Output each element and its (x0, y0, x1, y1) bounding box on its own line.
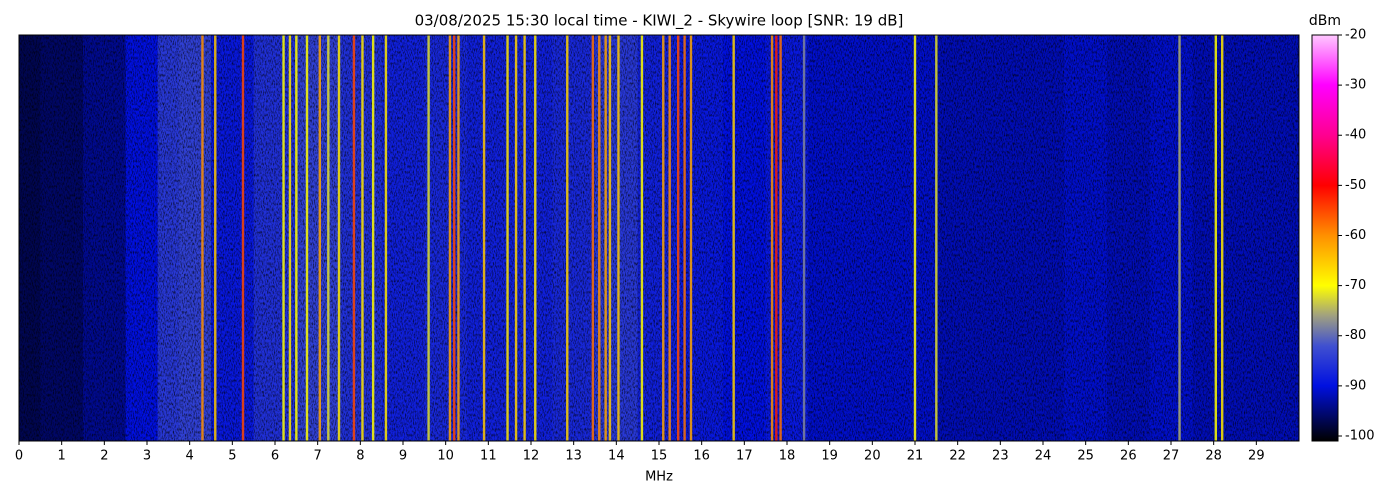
x-tick-label: 9 (399, 449, 407, 464)
x-tick-label: 17 (736, 449, 753, 464)
signal-line (201, 35, 204, 441)
x-tick-label: 16 (693, 449, 710, 464)
signal-line (523, 35, 526, 441)
x-tick-label: 13 (565, 449, 582, 464)
signal-line (448, 35, 452, 441)
signals (201, 35, 1224, 441)
colorbar-tick-label: -90 (1345, 378, 1366, 393)
colorbar-tick-label: -30 (1345, 78, 1366, 93)
x-tick-label: 24 (1035, 449, 1052, 464)
x-tick-label: 5 (228, 449, 236, 464)
x-tick-label: 25 (1077, 449, 1094, 464)
signal-line (608, 35, 612, 441)
signal-line (361, 35, 364, 441)
signal-line (241, 35, 245, 441)
x-tick-label: 26 (1120, 449, 1137, 464)
signal-line (779, 35, 782, 441)
axes: 0 1 2 3 4 5 6 7 8 9 10 11 12 13 14 15 16 17 18 19 20 21 22 23 24… (15, 28, 1375, 464)
signal-line (514, 35, 518, 441)
x-tick-label: 14 (608, 449, 625, 464)
signal-line (677, 35, 680, 441)
signal-line (591, 35, 595, 441)
signal-line (288, 35, 292, 441)
signal-line (683, 35, 686, 441)
signal-line (295, 35, 298, 441)
signal-line (327, 35, 330, 441)
x-tick-label: 7 (314, 449, 322, 464)
colorbar-tick-label: -40 (1345, 128, 1366, 143)
signal-line (935, 35, 938, 441)
signal-line (662, 35, 665, 441)
signal-line (617, 35, 620, 441)
signal-line (668, 35, 671, 441)
colorbar-tick-label: -100 (1345, 428, 1375, 443)
signal-line (598, 35, 601, 441)
x-tick-label: 4 (186, 449, 194, 464)
x-tick-label: 20 (864, 449, 881, 464)
signal-line (482, 35, 486, 441)
x-tick-label: 6 (271, 449, 279, 464)
signal-line (305, 35, 309, 441)
signal-line (604, 35, 607, 441)
signal-line (913, 35, 917, 441)
colorbar-label: dBm (1309, 13, 1341, 29)
signal-line (689, 35, 693, 441)
x-tick-label: 19 (821, 449, 838, 464)
x-tick-label: 23 (992, 449, 1009, 464)
signal-line (802, 35, 806, 441)
signal-line (384, 35, 388, 441)
signal-line (1178, 35, 1181, 441)
signal-line (457, 35, 460, 441)
x-tick-label: 2 (100, 449, 108, 464)
colorbar-tick-label: -70 (1345, 278, 1366, 293)
chart-title: 03/08/2025 15:30 local time - KIWI_2 - S… (415, 12, 904, 31)
colorbar-tick-label: -60 (1345, 228, 1366, 243)
x-tick-label: 3 (143, 449, 151, 464)
x-tick-label: 27 (1163, 449, 1180, 464)
signal-line (453, 35, 456, 441)
colorbar-tick-label: -20 (1345, 28, 1366, 43)
signal-line (318, 35, 321, 441)
signal-line (352, 35, 356, 441)
signal-line (732, 35, 735, 441)
signal-line (566, 35, 569, 441)
signal-line (371, 35, 375, 441)
signal-line (337, 35, 341, 441)
signal-line (506, 35, 509, 441)
x-tick-label: 28 (1205, 449, 1222, 464)
x-tick-label: 18 (779, 449, 796, 464)
x-axis-label: MHz (645, 470, 673, 485)
signal-line (282, 35, 285, 441)
x-tick-label: 29 (1248, 449, 1265, 464)
x-tick-label: 12 (523, 449, 540, 464)
x-tick-label: 8 (356, 449, 364, 464)
colorbar-tick-label: -80 (1345, 328, 1366, 343)
signal-line (427, 35, 430, 441)
signal-line (214, 35, 217, 441)
x-tick-label: 22 (949, 449, 966, 464)
x-tick-label: 0 (15, 449, 23, 464)
signal-line (1221, 35, 1224, 441)
x-tick-label: 11 (480, 449, 497, 464)
signal-line (770, 35, 774, 441)
colorbar-tick-label: -50 (1345, 178, 1366, 193)
signal-line (1214, 35, 1217, 441)
x-tick-label: 21 (907, 449, 924, 464)
x-tick-label: 1 (58, 449, 66, 464)
colorbar (1311, 34, 1339, 442)
signal-line (775, 35, 778, 441)
signal-line (640, 35, 644, 441)
noise-texture (19, 35, 1299, 441)
x-tick-label: 10 (437, 449, 454, 464)
x-tick-label: 15 (651, 449, 668, 464)
signal-line (534, 35, 537, 441)
